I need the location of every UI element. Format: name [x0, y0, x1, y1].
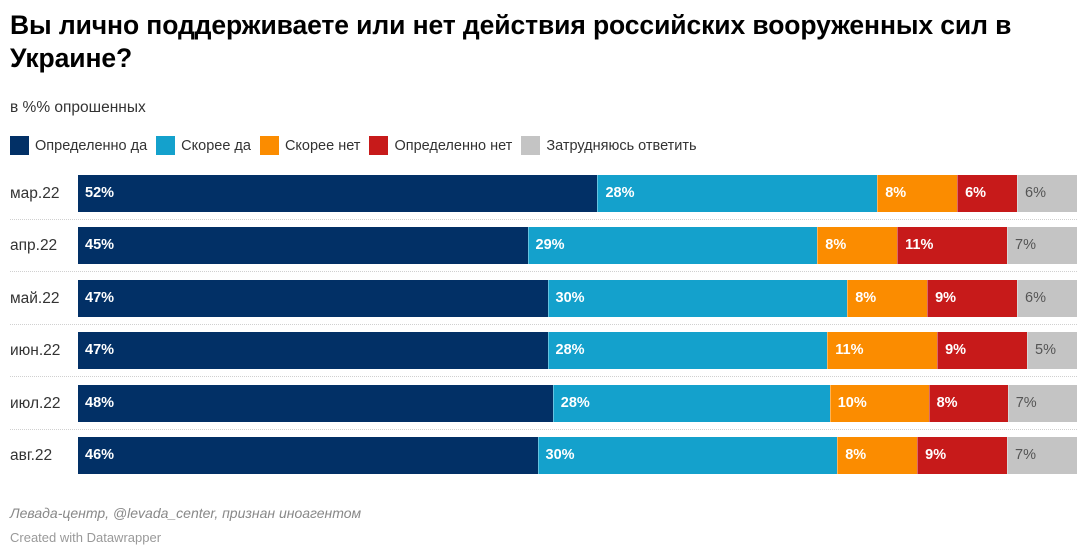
data-label: 10% [837, 394, 867, 411]
bar-segment: 6% [1017, 175, 1077, 212]
category-label: апр.22 [10, 237, 58, 255]
data-label: 9% [935, 289, 957, 306]
legend-label: Скорее да [181, 137, 251, 154]
data-label: 7% [1015, 237, 1036, 254]
bar-segment: 47% [78, 279, 548, 317]
data-label: 7% [1015, 447, 1036, 463]
bar-segment: 6% [957, 175, 1018, 212]
bar-segment: 48% [78, 384, 553, 422]
data-label: 7% [1015, 394, 1037, 411]
row-separator [10, 219, 1077, 220]
legend-swatch [521, 136, 541, 155]
bar-segment: 6% [1017, 279, 1077, 317]
data-label: 8% [936, 394, 958, 411]
chart-subtitle: в %% опрошенных [10, 99, 146, 116]
bar-row: 46% 30% 8% 9% 7% [78, 437, 1077, 474]
legend-swatch [156, 136, 176, 155]
bar-row: 52% 28% 8% 6% 6% [78, 175, 1077, 212]
legend: Определенно да Скорее да Скорее нет Определ… [10, 136, 706, 155]
bar-segment: 7% [1007, 437, 1077, 474]
bar-segment: 11% [827, 332, 938, 370]
credit-note: Created with Datawrapper [10, 530, 162, 545]
legend-item: Скорее да [156, 136, 251, 155]
data-label: 52% [85, 185, 115, 201]
bar-segment: 8% [847, 279, 928, 317]
category-label: мар.22 [10, 185, 60, 202]
data-label: 45% [85, 237, 115, 254]
data-label: 29% [535, 237, 565, 254]
data-label: 47% [85, 289, 115, 306]
legend-item: Затрудняюсь ответить [521, 136, 697, 155]
data-label: 28% [555, 342, 585, 359]
row-separator [10, 376, 1077, 378]
bar-segment: 8% [837, 437, 918, 474]
bar-segment: 7% [1007, 384, 1077, 422]
bar-segment: 7% [1007, 227, 1077, 265]
bar-segment: 46% [78, 437, 538, 474]
category-label: июн.22 [10, 342, 61, 360]
bar-segment: 5% [1027, 332, 1077, 370]
bar-segment: 9% [937, 332, 1028, 370]
legend-label: Затрудняюсь ответить [546, 137, 697, 154]
data-label: 30% [545, 447, 575, 463]
data-label: 8% [825, 237, 847, 254]
data-label: 8% [855, 289, 877, 306]
data-label: 48% [85, 394, 115, 411]
legend-swatch [369, 136, 389, 155]
data-label: 6% [1025, 289, 1046, 306]
bar-segment: 9% [927, 279, 1018, 317]
data-label: 46% [85, 447, 115, 463]
bar-segment: 8% [817, 227, 898, 265]
legend-swatch [259, 136, 279, 155]
bar-segment: 9% [917, 437, 1008, 474]
bar-segment: 30% [537, 437, 838, 474]
bar-segment: 47% [78, 332, 548, 370]
legend-item: Определенно да [10, 136, 147, 155]
bar-segment: 28% [552, 384, 830, 422]
data-label: 30% [555, 289, 585, 306]
legend-label: Определенно да [35, 137, 148, 154]
data-label: 9% [945, 342, 967, 359]
data-label: 8% [845, 447, 867, 463]
bar-segment: 28% [597, 175, 878, 212]
data-label: 28% [560, 394, 590, 411]
bar-segment: 10% [829, 384, 929, 422]
data-label: 9% [925, 447, 947, 463]
legend-label: Определенно нет [394, 137, 513, 154]
chart-title: Вы лично поддерживаете или нет действия … [10, 10, 1012, 73]
source-note: Левада-центр, @levada_center, признан ин… [10, 505, 362, 521]
bar-segment: 29% [527, 227, 818, 265]
data-label: 47% [85, 342, 115, 359]
bar-row: 47% 30% 8% 9% 6% [78, 279, 1077, 317]
data-label: 11% [905, 237, 934, 254]
bar-row: 47% 28% 11% 9% 5% [78, 332, 1077, 370]
data-label: 5% [1035, 342, 1056, 359]
bar-segment: 45% [78, 227, 528, 265]
category-label: авг.22 [10, 447, 53, 464]
row-separator [10, 323, 1077, 325]
legend-swatch [10, 136, 29, 155]
data-label: 6% [965, 185, 987, 201]
bar-row: 45% 29% 8% 11% 7% [78, 227, 1077, 265]
bar-row: 48% 28% 10% 8% 7% [78, 384, 1077, 422]
row-separator [10, 428, 1077, 430]
bar-segment: 8% [877, 175, 958, 212]
data-label: 8% [885, 185, 907, 201]
bar-segment: 11% [897, 227, 1008, 265]
legend-item: Определенно нет [369, 136, 512, 155]
bar-segment: 30% [547, 279, 848, 317]
bar-segment: 8% [928, 384, 1008, 422]
category-label: май.22 [10, 289, 60, 307]
category-label: июл.22 [10, 394, 61, 412]
bar-segment: 28% [547, 332, 828, 370]
legend-label: Скорее нет [284, 137, 361, 154]
data-label: 28% [605, 185, 635, 201]
data-label: 11% [835, 342, 864, 359]
row-separator [10, 271, 1077, 273]
bar-segment: 52% [78, 175, 598, 212]
data-label: 6% [1025, 185, 1046, 201]
legend-item: Скорее нет [259, 136, 361, 155]
